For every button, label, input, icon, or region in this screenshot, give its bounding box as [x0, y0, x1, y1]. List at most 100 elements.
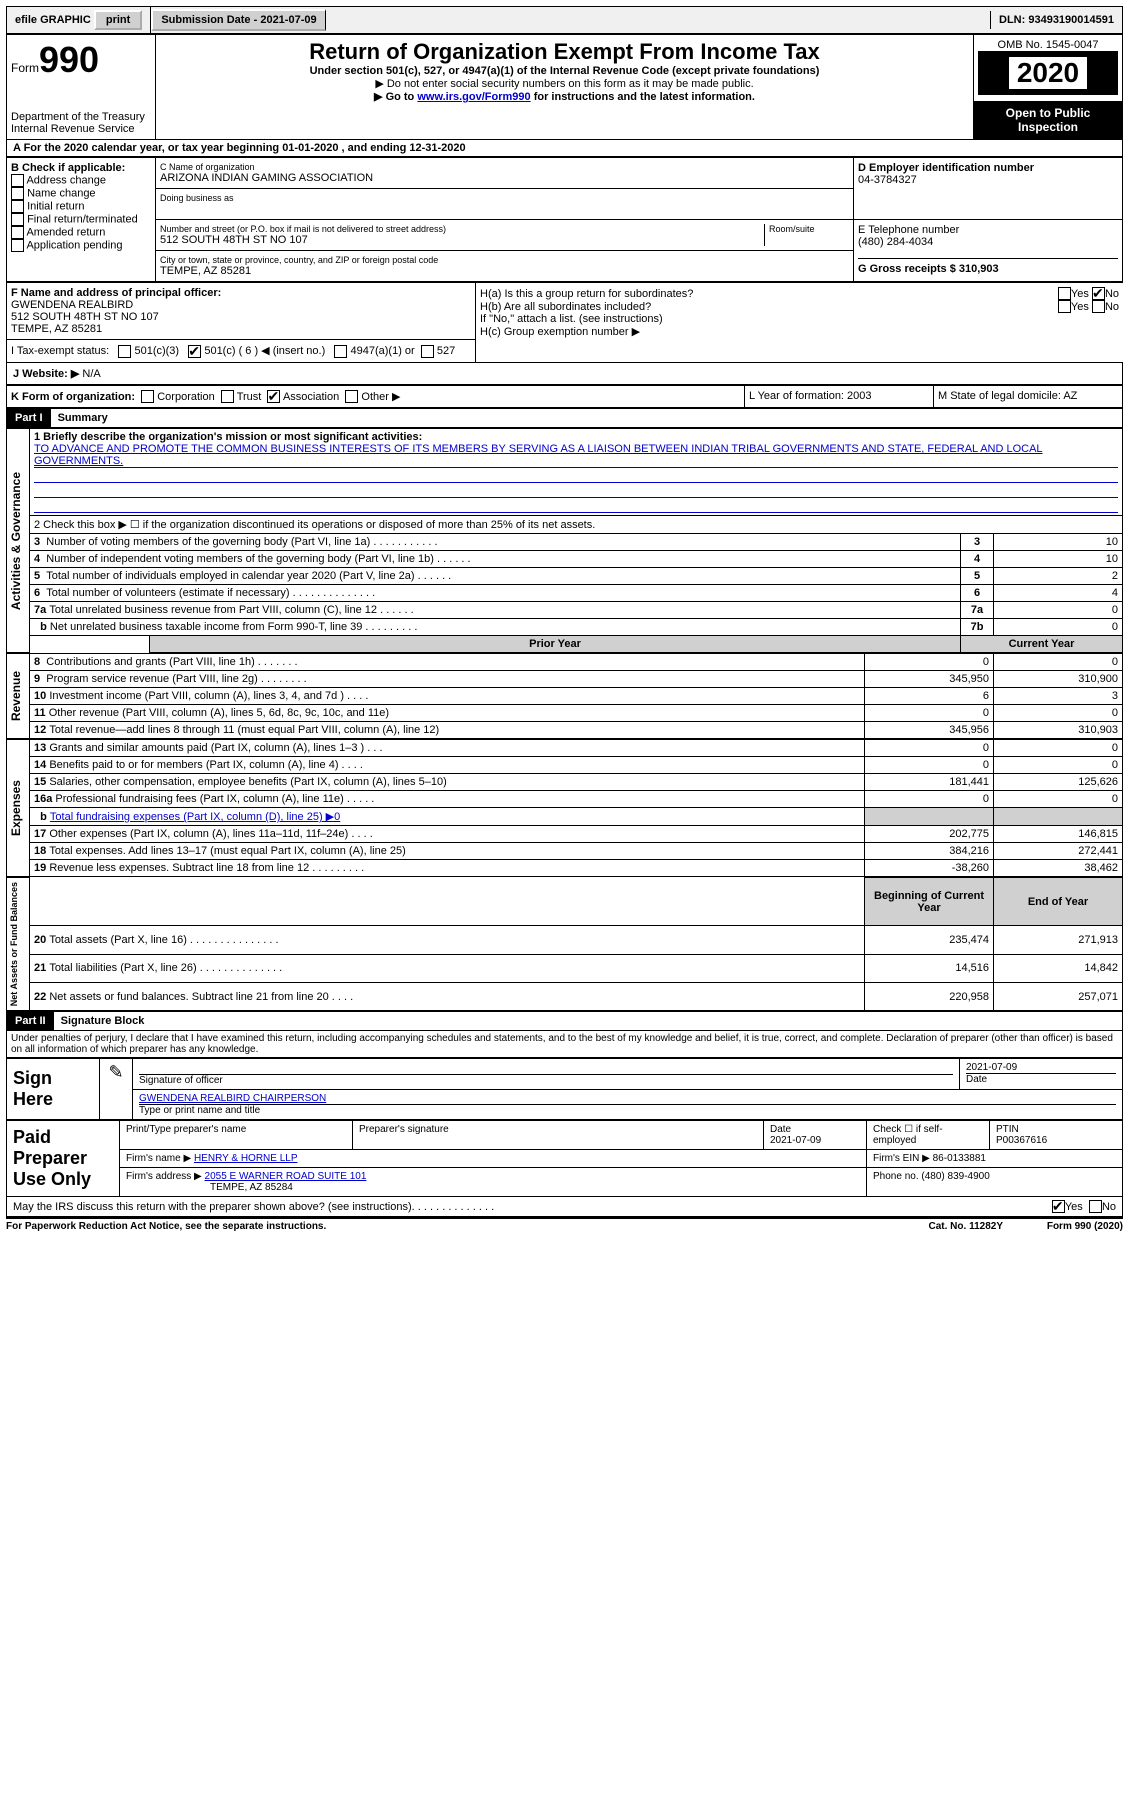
label-501c3: 501(c)(3): [134, 345, 179, 357]
part2-header: Part II: [7, 1012, 54, 1030]
box-f-label: F Name and address of principal officer:: [11, 287, 471, 299]
main-title: Return of Organization Exempt From Incom…: [160, 39, 969, 65]
type-name-label: Type or print name and title: [139, 1104, 1116, 1116]
line-num: 19: [34, 862, 46, 874]
box-c-label: C Name of organization: [160, 162, 849, 172]
box-l: L Year of formation: 2003: [745, 385, 934, 408]
label-address-change: Address change: [26, 174, 106, 186]
checkbox-501c3[interactable]: [118, 345, 131, 358]
begin-year-header: Beginning of Current Year: [865, 878, 994, 926]
print-button[interactable]: print: [94, 10, 142, 30]
current-val: 0: [994, 740, 1123, 757]
form-header: Form990 Department of the Treasury Inter…: [6, 34, 1123, 140]
q1-answer: TO ADVANCE AND PROMOTE THE COMMON BUSINE…: [34, 443, 1118, 468]
submission-date-button[interactable]: Submission Date - 2021-07-09: [151, 9, 325, 31]
row-text: Investment income (Part VIII, column (A)…: [49, 690, 344, 702]
line-num: 7a: [34, 604, 46, 616]
top-bar: efile GRAPHIC print Submission Date - 20…: [6, 6, 1123, 34]
row-text: Other expenses (Part IX, column (A), lin…: [49, 828, 348, 840]
prior-val: 345,950: [865, 671, 994, 688]
sig-officer-label: Signature of officer: [139, 1074, 953, 1086]
line-num: 6: [34, 587, 40, 599]
label-name-change: Name change: [27, 187, 96, 199]
checkbox-hb-no[interactable]: [1092, 300, 1105, 313]
gray-prior: [865, 808, 994, 826]
row-text: Total fundraising expenses (Part IX, col…: [50, 811, 340, 823]
part2-title: Signature Block: [61, 1015, 145, 1027]
prep-sig-label: Preparer's signature: [359, 1124, 757, 1135]
date-label: Date: [966, 1073, 1116, 1085]
tax-year: 2020: [1007, 55, 1089, 91]
row-val: 0: [994, 602, 1123, 619]
cat-no: Cat. No. 11282Y: [929, 1221, 1003, 1232]
checkbox-final-return[interactable]: [11, 213, 24, 226]
row-text: Other revenue (Part VIII, column (A), li…: [49, 707, 389, 719]
ein-value: 04-3784327: [858, 174, 1118, 186]
checkbox-4947[interactable]: [334, 345, 347, 358]
current-val: 125,626: [994, 774, 1123, 791]
firm-addr: 2055 E WARNER ROAD SUITE 101: [205, 1171, 367, 1182]
row-text: Grants and similar amounts paid (Part IX…: [49, 742, 364, 754]
checkbox-ha-yes[interactable]: [1058, 287, 1071, 300]
label-yes-2: Yes: [1071, 301, 1089, 313]
city-value: TEMPE, AZ 85281: [160, 265, 849, 277]
current-val: 0: [994, 654, 1123, 671]
checkbox-527[interactable]: [421, 345, 434, 358]
dln-label: DLN: 93493190014591: [990, 11, 1122, 29]
row-text: Salaries, other compensation, employee b…: [49, 776, 446, 788]
row-val: 10: [994, 551, 1123, 568]
paperwork-notice: For Paperwork Reduction Act Notice, see …: [6, 1221, 326, 1232]
form990-link[interactable]: www.irs.gov/Form990: [417, 91, 530, 103]
checkbox-address-change[interactable]: [11, 174, 24, 187]
sig-date: 2021-07-09: [966, 1062, 1116, 1073]
line-j-label: J Website: ▶: [13, 368, 79, 380]
line-num: 13: [34, 742, 46, 754]
street-value: 512 SOUTH 48TH ST NO 107: [160, 234, 764, 246]
line-num: b: [40, 621, 47, 633]
checkbox-corp[interactable]: [141, 390, 154, 403]
current-val: 257,071: [994, 983, 1123, 1011]
prior-val: 202,775: [865, 826, 994, 843]
officer-name-title: GWENDENA REALBIRD CHAIRPERSON: [139, 1093, 1116, 1104]
label-527: 527: [437, 345, 455, 357]
checkbox-irs-yes[interactable]: [1052, 1200, 1065, 1213]
hb-label: H(b) Are all subordinates included?: [480, 301, 1058, 313]
checkbox-assoc[interactable]: [267, 390, 280, 403]
current-val: 310,900: [994, 671, 1123, 688]
checkbox-trust[interactable]: [221, 390, 234, 403]
prior-val: 14,516: [865, 954, 994, 982]
officer-street: 512 SOUTH 48TH ST NO 107: [11, 311, 471, 323]
row-text: Total number of individuals employed in …: [46, 570, 414, 582]
row-box: 5: [961, 568, 994, 585]
prior-val: 0: [865, 757, 994, 774]
prior-val: 220,958: [865, 983, 994, 1011]
firm-addr-label: Firm's address ▶: [126, 1171, 202, 1182]
row-text: Total number of volunteers (estimate if …: [46, 587, 289, 599]
pen-icon: ✎: [100, 1059, 133, 1120]
checkbox-app-pending[interactable]: [11, 239, 24, 252]
checkbox-initial-return[interactable]: [11, 200, 24, 213]
current-val: 0: [994, 757, 1123, 774]
box-g: G Gross receipts $ 310,903: [858, 258, 1118, 275]
checkbox-ha-no[interactable]: [1092, 287, 1105, 300]
q1-label: 1 Briefly describe the organization's mi…: [34, 431, 1118, 443]
row-text: Program service revenue (Part VIII, line…: [46, 673, 258, 685]
checkbox-irs-no[interactable]: [1089, 1200, 1102, 1213]
form-prefix: Form: [11, 61, 39, 75]
paid-preparer-label: Paid Preparer Use Only: [13, 1127, 113, 1190]
checkbox-other[interactable]: [345, 390, 358, 403]
row-val: 0: [994, 619, 1123, 636]
row-box: 4: [961, 551, 994, 568]
checkbox-amended-return[interactable]: [11, 226, 24, 239]
form-footer-label: Form 990 (2020): [1003, 1221, 1123, 1232]
firm-city: TEMPE, AZ 85284: [210, 1182, 293, 1193]
checkbox-name-change[interactable]: [11, 187, 24, 200]
checkbox-501c[interactable]: [188, 345, 201, 358]
row-val: 2: [994, 568, 1123, 585]
checkbox-hb-yes[interactable]: [1058, 300, 1071, 313]
line-num: 11: [34, 707, 46, 719]
dba-label: Doing business as: [160, 193, 849, 203]
subtitle-2: ▶ Do not enter social security numbers o…: [160, 77, 969, 90]
website-value: N/A: [82, 368, 100, 380]
prior-val: 0: [865, 791, 994, 808]
